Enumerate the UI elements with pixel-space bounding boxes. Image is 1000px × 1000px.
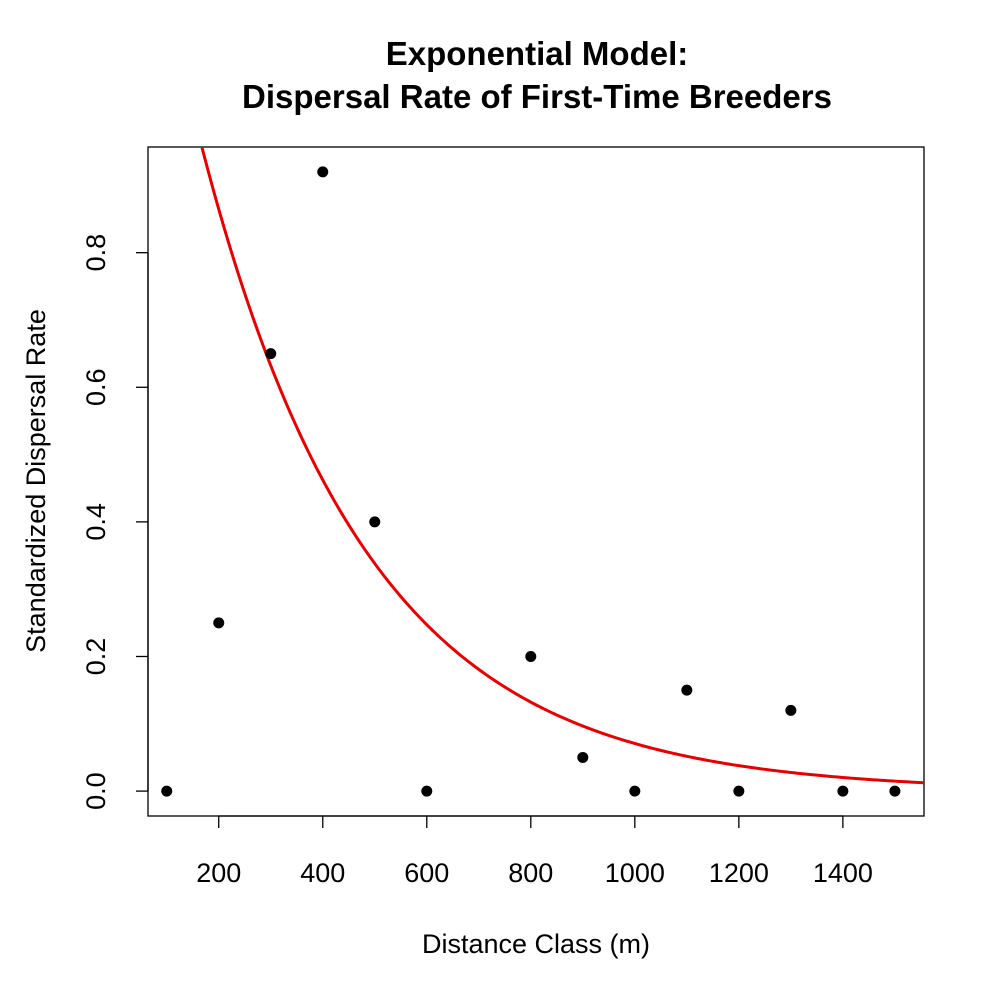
x-tick-label: 400 xyxy=(300,858,345,888)
x-tick-label: 200 xyxy=(196,858,241,888)
chart-title-line-2: Dispersal Rate of First-Time Breeders xyxy=(242,78,832,115)
data-point xyxy=(161,785,173,797)
x-axis-ticks: 200 400 600 800 1000 1200 1400 xyxy=(196,816,873,888)
y-tick-label: 0.8 xyxy=(81,234,111,272)
data-point xyxy=(317,166,329,178)
data-points xyxy=(161,166,901,797)
data-point xyxy=(577,751,589,763)
plot-area-frame xyxy=(147,146,925,817)
y-tick-label: 0.6 xyxy=(81,369,111,407)
x-tick-label: 600 xyxy=(404,858,449,888)
data-point xyxy=(213,617,225,629)
data-point xyxy=(837,785,849,797)
data-point xyxy=(265,348,277,360)
x-tick-label: 1400 xyxy=(813,858,873,888)
y-tick-label: 0.4 xyxy=(81,503,111,541)
x-axis-label: Distance Class (m) xyxy=(422,929,650,959)
data-point xyxy=(525,650,537,662)
data-point xyxy=(681,684,693,696)
data-point xyxy=(369,516,381,528)
y-axis-ticks: 0.0 0.2 0.4 0.6 0.8 xyxy=(81,234,148,810)
y-tick-label: 0.2 xyxy=(81,638,111,676)
y-axis-label: Standardized Dispersal Rate xyxy=(21,309,51,653)
y-tick-label: 0.0 xyxy=(81,772,111,810)
data-point xyxy=(889,785,901,797)
data-point xyxy=(733,785,745,797)
x-tick-label: 1200 xyxy=(709,858,769,888)
data-point xyxy=(421,785,433,797)
chart-title-line-1: Exponential Model: xyxy=(386,35,689,72)
data-point xyxy=(629,785,641,797)
x-tick-label: 1000 xyxy=(605,858,665,888)
exponential-fit-curve xyxy=(200,147,924,785)
data-point xyxy=(785,704,797,716)
x-tick-label: 800 xyxy=(508,858,553,888)
